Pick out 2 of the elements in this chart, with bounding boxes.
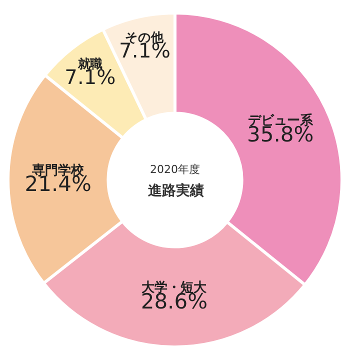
text: 2020年度 — [150, 163, 200, 176]
text: 進路実績 — [147, 182, 204, 199]
